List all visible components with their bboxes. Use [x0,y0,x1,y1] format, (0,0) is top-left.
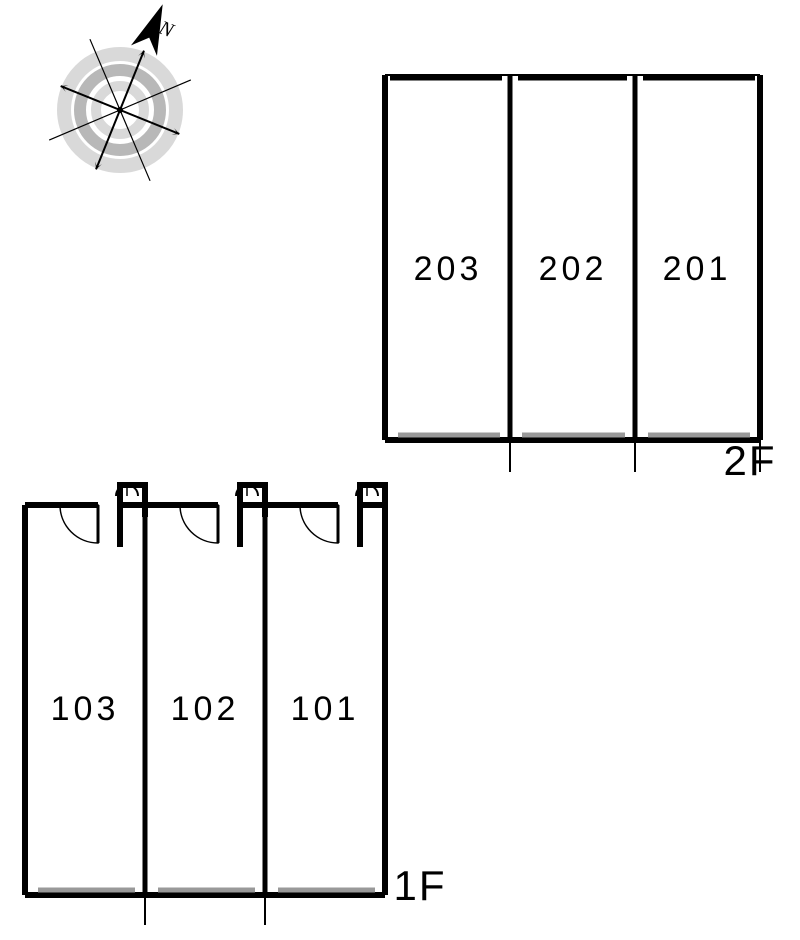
room-label: 103 [51,690,120,728]
compass-icon: N [37,0,204,193]
entry-pillar [120,485,145,505]
door-swing-icon [300,505,338,543]
floor-2-label: 2F [723,437,776,484]
entry-pillar [240,485,265,505]
room-label: 102 [171,690,240,728]
entry-pillar [360,485,385,505]
door-swing-icon [60,505,98,543]
room-label: 201 [663,250,732,288]
floor-2-plan: 203 202 201 2F [385,75,777,484]
room-label: 101 [291,690,360,728]
floor-1-plan: 103 102 101 1F [25,485,447,925]
floor-1-label: 1F [393,862,446,909]
door-swing-icon [180,505,218,543]
room-label: 202 [539,250,608,288]
room-label: 203 [414,250,483,288]
